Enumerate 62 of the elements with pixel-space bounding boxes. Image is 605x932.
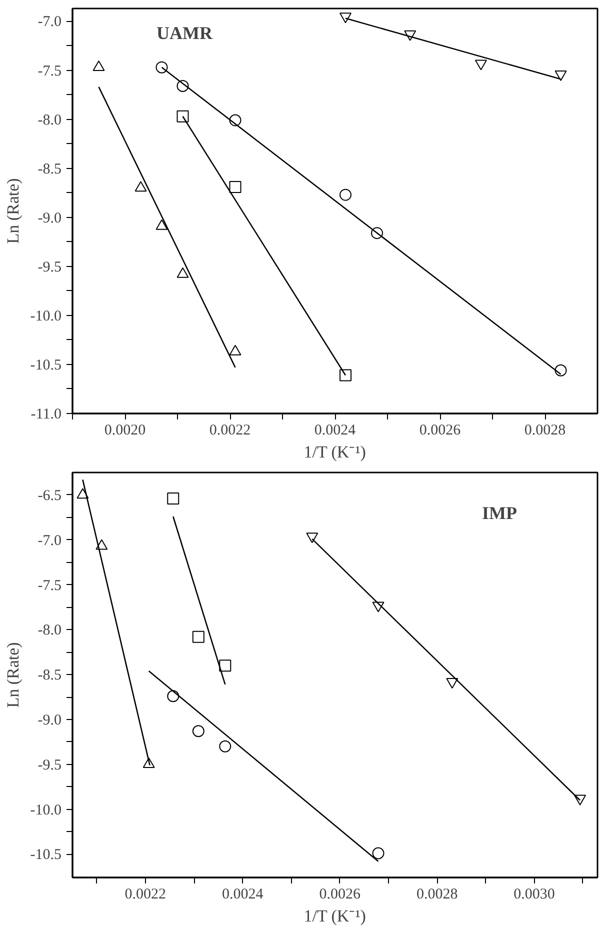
x-tick-label: 0.0022 — [124, 886, 166, 902]
y-tick-label: -10.0 — [30, 802, 62, 818]
y-tick-label: -8.0 — [38, 622, 62, 639]
point — [176, 267, 189, 278]
x-tick-label: 0.0026 — [319, 886, 361, 902]
y-tick-label: -9.0 — [38, 712, 62, 728]
y-tick-label: -8.5 — [38, 161, 62, 178]
point — [446, 678, 458, 689]
point — [372, 847, 384, 860]
y-tick-label: -8.0 — [38, 112, 62, 128]
y-tick-label: -9.5 — [38, 757, 62, 774]
y-tick-label: -10.5 — [30, 357, 62, 374]
point — [156, 61, 168, 74]
x-tick-label: 0.0022 — [209, 422, 251, 438]
point — [554, 364, 567, 376]
point — [176, 80, 189, 92]
x-axis-title: 1/T (K⁻¹) — [304, 442, 366, 462]
point — [176, 110, 189, 122]
point — [229, 180, 242, 193]
point — [192, 630, 204, 643]
point — [167, 690, 180, 702]
point — [554, 70, 567, 82]
y-tick-label: -7.0 — [38, 14, 62, 30]
x-tick-label: 0.0020 — [104, 422, 146, 438]
y-tick-label: -9.0 — [38, 210, 62, 226]
point — [167, 492, 180, 505]
y-tick-label: -7.5 — [38, 63, 62, 80]
y-axis-title: Ln (Rate) — [3, 178, 22, 244]
y-tick-label: -9.5 — [38, 259, 62, 276]
point — [192, 725, 204, 738]
point — [371, 227, 383, 240]
x-axis-title: 1/T (K⁻¹) — [304, 906, 366, 926]
point — [306, 532, 318, 544]
y-tick-label: -8.5 — [38, 668, 62, 684]
x-tick-label: 0.0030 — [514, 886, 555, 902]
point — [340, 188, 352, 201]
point — [404, 30, 416, 41]
point — [219, 740, 232, 752]
point — [219, 660, 232, 672]
y-tick-label: -10.5 — [30, 847, 62, 864]
x-tick-label: 0.0028 — [416, 886, 458, 902]
annotation: IMP — [482, 503, 517, 523]
point — [156, 219, 168, 230]
y-axis-title: Ln (Rate) — [3, 642, 22, 708]
point — [229, 344, 242, 356]
annotation: UAMR — [156, 22, 214, 43]
point — [229, 114, 242, 126]
point — [340, 369, 352, 382]
point — [340, 12, 352, 24]
y-tick-label: -7.0 — [38, 532, 62, 549]
y-tick-label: -7.5 — [38, 578, 62, 594]
point — [474, 60, 487, 70]
x-tick-label: 0.0024 — [222, 886, 264, 902]
x-tick-label: 0.0028 — [524, 422, 566, 438]
point — [142, 758, 155, 768]
point — [372, 602, 384, 612]
y-tick-label: -6.5 — [38, 488, 62, 504]
x-tick-label: 0.0026 — [419, 422, 462, 438]
y-tick-label: -10.0 — [30, 308, 62, 324]
point — [134, 181, 147, 192]
x-tick-label: 0.0024 — [314, 422, 356, 438]
y-tick-label: -11.0 — [30, 406, 62, 422]
